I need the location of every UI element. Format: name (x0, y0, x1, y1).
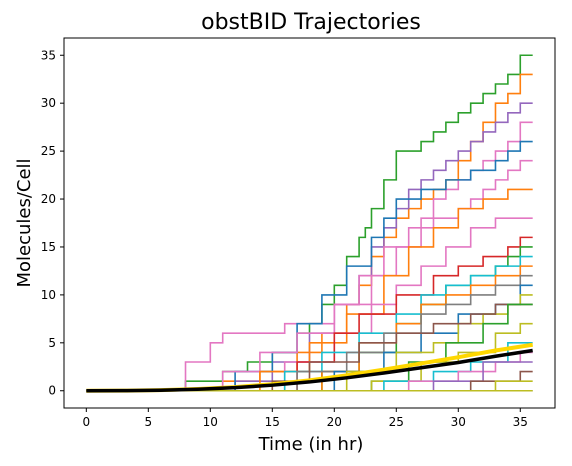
x-tick-label: 20 (327, 415, 342, 429)
chart-title: obstBID Trajectories (201, 10, 421, 35)
x-tick-label: 25 (389, 415, 404, 429)
y-tick-label: 25 (41, 144, 56, 158)
x-tick-label: 35 (513, 415, 528, 429)
y-tick-label: 5 (48, 336, 56, 350)
x-axis-label: Time (in hr) (258, 434, 364, 455)
y-tick-label: 35 (41, 48, 56, 62)
x-tick-label: 30 (451, 415, 466, 429)
x-tick-label: 0 (82, 415, 90, 429)
y-tick-label: 15 (41, 240, 56, 254)
y-tick-label: 30 (41, 96, 56, 110)
x-tick-label: 15 (265, 415, 280, 429)
y-axis-label: Molecules/Cell (14, 158, 35, 287)
y-tick-label: 0 (48, 384, 56, 398)
y-tick-label: 10 (41, 288, 56, 302)
x-tick-label: 5 (144, 415, 152, 429)
y-tick-label: 20 (41, 192, 56, 206)
x-tick-label: 10 (203, 415, 218, 429)
